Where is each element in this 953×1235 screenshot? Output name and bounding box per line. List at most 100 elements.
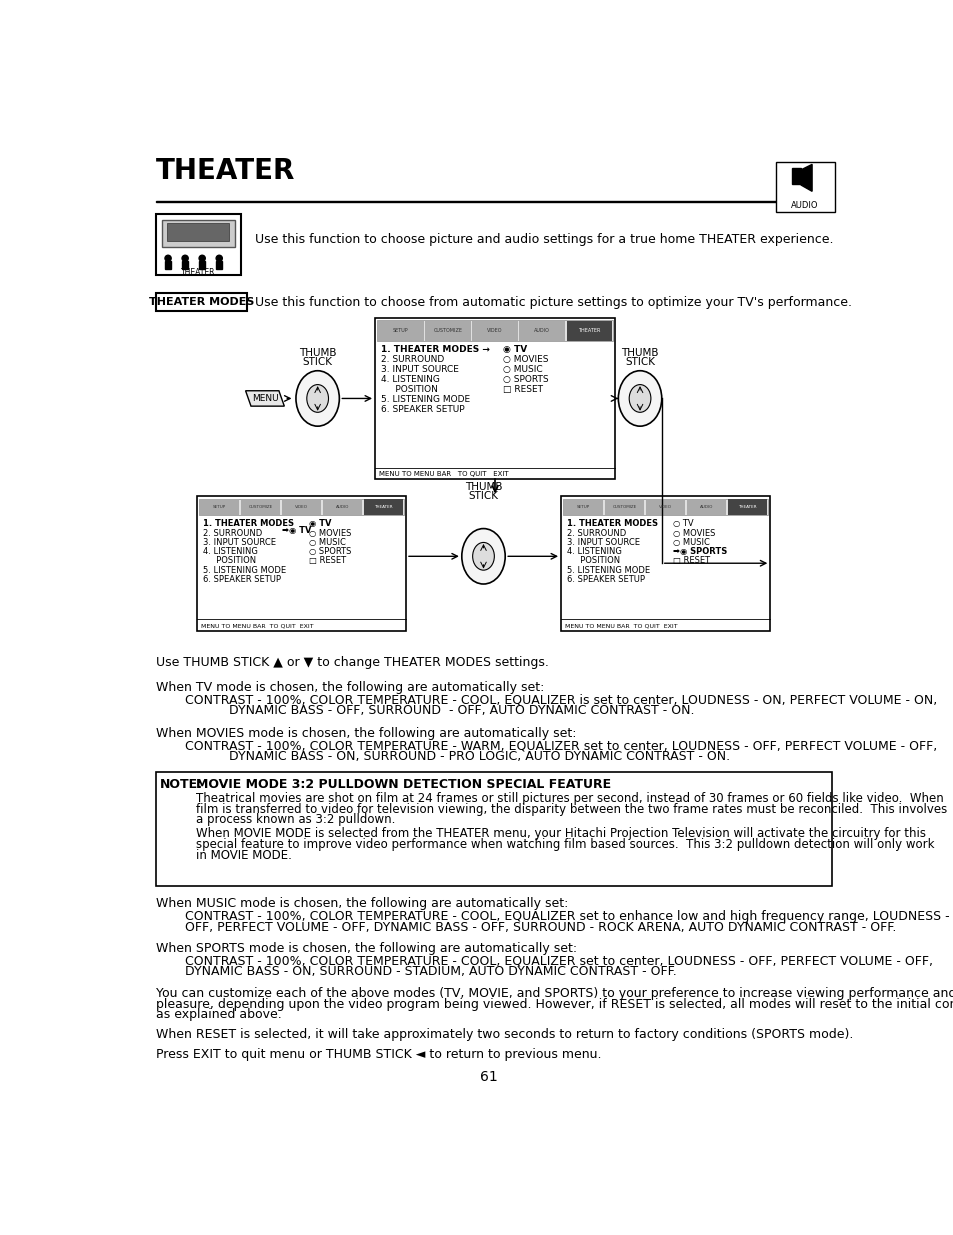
Ellipse shape [295, 370, 339, 426]
Text: DYNAMIC BASS - OFF, SURROUND  - OFF, AUTO DYNAMIC CONTRAST - ON.: DYNAMIC BASS - OFF, SURROUND - OFF, AUTO… [229, 704, 694, 718]
Bar [216, 262, 222, 269]
Text: VIDEO: VIDEO [294, 505, 308, 509]
Text: AUDIO: AUDIO [534, 329, 550, 333]
Text: THEATER: THEATER [738, 505, 756, 509]
Text: When MUSIC mode is chosen, the following are automatically set:: When MUSIC mode is chosen, the following… [155, 898, 567, 910]
Text: OFF, PERFECT VOLUME - OFF, DYNAMIC BASS - OFF, SURROUND - ROCK ARENA, AUTO DYNAM: OFF, PERFECT VOLUME - OFF, DYNAMIC BASS … [185, 920, 896, 934]
Bar [645, 499, 684, 515]
Text: MENU: MENU [252, 394, 278, 403]
Text: 2. SURROUND: 2. SURROUND [381, 356, 444, 364]
Text: THEATER MODES: THEATER MODES [149, 298, 253, 308]
Bar [472, 321, 517, 341]
Bar [322, 499, 361, 515]
Text: When RESET is selected, it will take approximately two seconds to return to fact: When RESET is selected, it will take app… [155, 1029, 852, 1041]
Ellipse shape [199, 256, 205, 262]
Text: □ RESET: □ RESET [673, 556, 710, 566]
Bar [165, 262, 171, 269]
Ellipse shape [472, 542, 494, 571]
Ellipse shape [461, 529, 505, 584]
Text: 6. SPEAKER SETUP: 6. SPEAKER SETUP [567, 574, 644, 584]
Bar [566, 321, 612, 341]
Text: ○ MUSIC: ○ MUSIC [309, 537, 346, 547]
Text: THUMB: THUMB [620, 348, 659, 358]
Text: ➡◉ SPORTS: ➡◉ SPORTS [673, 547, 727, 556]
Text: When MOVIES mode is chosen, the following are automatically set:: When MOVIES mode is chosen, the followin… [155, 727, 576, 740]
Polygon shape [245, 390, 284, 406]
Text: You can customize each of the above modes (TV, MOVIE, and SPORTS) to your prefer: You can customize each of the above mode… [155, 987, 953, 999]
Bar [182, 262, 188, 269]
Text: ○ TV: ○ TV [673, 520, 693, 529]
Text: 3. INPUT SOURCE: 3. INPUT SOURCE [567, 537, 639, 547]
Text: 4. LISTENING: 4. LISTENING [203, 547, 257, 556]
Text: CUSTOMIZE: CUSTOMIZE [248, 505, 273, 509]
Bar [155, 200, 831, 203]
Text: 3. INPUT SOURCE: 3. INPUT SOURCE [203, 537, 275, 547]
Text: MENU TO MENU BAR  TO QUIT  EXIT: MENU TO MENU BAR TO QUIT EXIT [200, 624, 313, 629]
Text: THEATER: THEATER [374, 505, 392, 509]
Bar [199, 499, 239, 515]
Text: Press EXIT to quit menu or THUMB STICK ◄ to return to previous menu.: Press EXIT to quit menu or THUMB STICK ◄… [155, 1049, 600, 1061]
Text: SETUP: SETUP [393, 329, 408, 333]
Bar [375, 317, 615, 479]
Bar [167, 222, 229, 241]
Ellipse shape [629, 384, 650, 412]
Text: 61: 61 [479, 1070, 497, 1084]
Bar [425, 321, 470, 341]
Bar [791, 168, 801, 184]
Text: ◉ TV: ◉ TV [502, 346, 527, 354]
Text: CONTRAST - 100%, COLOR TEMPERATURE - WARM, EQUALIZER set to center, LOUDNESS - O: CONTRAST - 100%, COLOR TEMPERATURE - WAR… [185, 740, 937, 752]
Bar [155, 772, 831, 885]
Text: MENU TO MENU BAR  TO QUIT  EXIT: MENU TO MENU BAR TO QUIT EXIT [564, 624, 677, 629]
Text: THEATER: THEATER [181, 268, 215, 277]
Ellipse shape [618, 370, 661, 426]
Text: VIDEO: VIDEO [487, 329, 502, 333]
Bar [155, 214, 241, 275]
Text: ○ SPORTS: ○ SPORTS [309, 547, 351, 556]
Text: NOTE:: NOTE: [160, 778, 203, 792]
Text: in MOVIE MODE.: in MOVIE MODE. [195, 848, 292, 862]
Text: STICK: STICK [302, 357, 333, 367]
Polygon shape [801, 164, 811, 191]
Bar [377, 320, 612, 341]
Text: THUMB: THUMB [298, 348, 336, 358]
Text: 2. SURROUND: 2. SURROUND [203, 529, 262, 537]
Bar [240, 499, 280, 515]
Text: STICK: STICK [624, 357, 655, 367]
Text: 5. LISTENING MODE: 5. LISTENING MODE [567, 566, 650, 574]
Text: SETUP: SETUP [213, 505, 226, 509]
Text: CUSTOMIZE: CUSTOMIZE [612, 505, 637, 509]
Text: SETUP: SETUP [577, 505, 590, 509]
Bar [196, 496, 406, 631]
Text: THUMB: THUMB [464, 482, 501, 492]
Text: CONTRAST - 100%, COLOR TEMPERATURE - COOL, EQUALIZER is set to center, LOUDNESS : CONTRAST - 100%, COLOR TEMPERATURE - COO… [185, 693, 937, 706]
Text: film is transferred to video for television viewing, the disparity between the t: film is transferred to video for televis… [195, 803, 946, 815]
Bar [155, 293, 247, 311]
Text: 3. INPUT SOURCE: 3. INPUT SOURCE [381, 366, 458, 374]
Bar [727, 499, 766, 515]
Bar [563, 499, 603, 515]
Bar [562, 499, 767, 515]
Bar [686, 499, 725, 515]
Text: When MOVIE MODE is selected from the THEATER menu, your Hitachi Projection Telev: When MOVIE MODE is selected from the THE… [195, 827, 925, 840]
Text: When TV mode is chosen, the following are automatically set:: When TV mode is chosen, the following ar… [155, 680, 543, 694]
Text: 6. SPEAKER SETUP: 6. SPEAKER SETUP [203, 574, 280, 584]
Text: 5. LISTENING MODE: 5. LISTENING MODE [381, 395, 470, 404]
Bar [604, 499, 643, 515]
Text: ○ MOVIES: ○ MOVIES [309, 529, 351, 537]
Text: as explained above.: as explained above. [155, 1008, 281, 1021]
Text: special feature to improve video performance when watching film based sources.  : special feature to improve video perform… [195, 839, 934, 851]
Text: THEATER: THEATER [155, 157, 294, 185]
Text: STICK: STICK [468, 492, 498, 501]
Text: ◉ TV: ◉ TV [309, 520, 332, 529]
Bar [377, 321, 423, 341]
Text: CONTRAST - 100%, COLOR TEMPERATURE - COOL, EQUALIZER set to enhance low and high: CONTRAST - 100%, COLOR TEMPERATURE - COO… [185, 910, 949, 923]
Text: CUSTOMIZE: CUSTOMIZE [433, 329, 462, 333]
Ellipse shape [307, 384, 328, 412]
Text: AUDIO: AUDIO [700, 505, 713, 509]
Text: 6. SPEAKER SETUP: 6. SPEAKER SETUP [381, 405, 464, 415]
Text: Use THUMB STICK ▲ or ▼ to change THEATER MODES settings.: Use THUMB STICK ▲ or ▼ to change THEATER… [155, 656, 548, 669]
Text: 4. LISTENING: 4. LISTENING [567, 547, 621, 556]
Text: Use this function to choose from automatic picture settings to optimize your TV': Use this function to choose from automat… [254, 295, 851, 309]
Text: Theatrical movies are shot on film at 24 frames or still pictures per second, in: Theatrical movies are shot on film at 24… [195, 792, 943, 805]
Text: ○ SPORTS: ○ SPORTS [502, 375, 548, 384]
